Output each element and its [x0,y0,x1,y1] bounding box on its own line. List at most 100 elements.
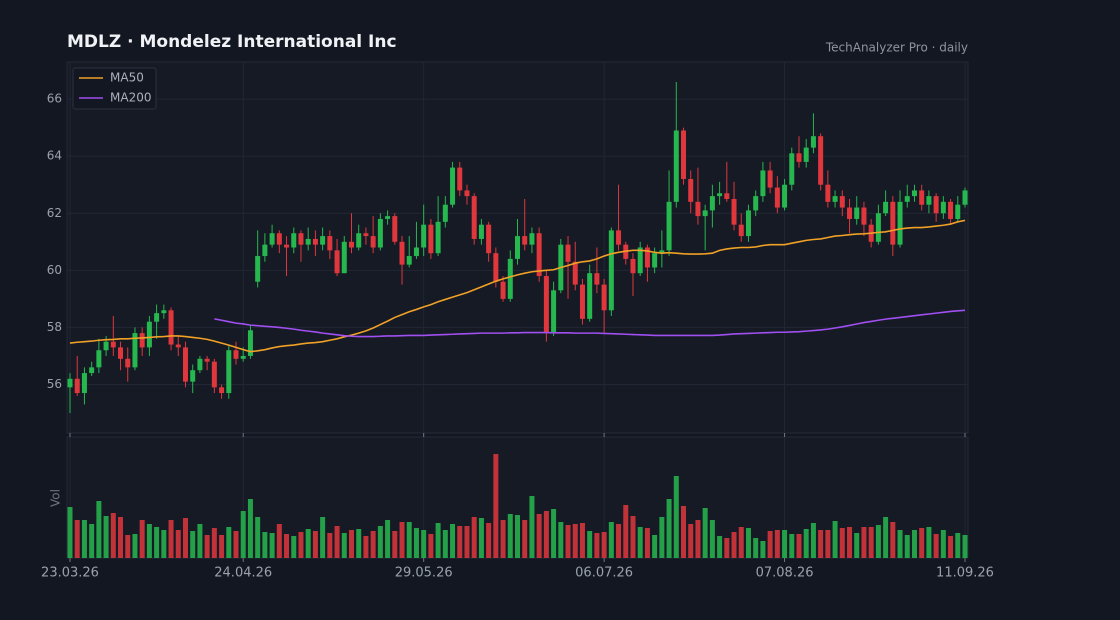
volume-bar [348,530,354,558]
volume-bar [327,533,333,558]
candle-body [717,193,723,197]
volume-bar [587,531,593,558]
candle-body [637,247,643,274]
volume-bar [450,524,456,558]
candle-body [132,333,138,368]
candle-body [399,241,405,265]
candle-body [81,373,87,394]
candle-body [262,244,268,257]
volume-bar [760,541,766,558]
candle-body [644,247,650,268]
legend-label: MA200 [110,91,151,105]
candle-body [832,196,838,202]
candle-body [709,196,715,211]
candle-body [392,216,398,242]
volume-bar [298,532,304,558]
volume-bar [118,517,124,558]
volume-bar [255,517,261,558]
volume-bar [854,533,860,558]
candle-body [810,136,816,148]
candle-body [110,341,116,348]
volume-bar [868,527,874,558]
candle-body [847,207,853,219]
volume-bar [435,523,441,558]
candle-body [608,230,614,311]
volume-bar [652,535,658,558]
candle-body [385,216,391,219]
volume-bar [247,499,253,558]
volume-bar [890,522,896,558]
candle-body [146,321,152,348]
candle-body [926,196,932,205]
volume-bar [471,517,477,558]
candle-body [457,167,463,191]
volume-axis-label: Vol [49,489,63,507]
candle-body [363,233,369,237]
y-tick-label: 66 [47,92,62,106]
volume-bar [753,538,759,558]
volume-bar [182,518,188,558]
volume-bar [442,530,448,558]
candle-body [731,198,737,225]
candle-body [435,221,441,254]
volume-bar [709,520,715,558]
volume-bar [579,523,585,558]
volume-bar [543,511,549,558]
volume-bar [861,527,867,558]
candle-body [673,130,679,202]
candle-body [940,201,946,214]
volume-bar [276,524,282,558]
candle-body [247,330,253,356]
volume-bar [565,525,571,558]
candle-body [897,201,903,245]
volume-bar [875,525,881,558]
volume-bar [688,524,694,558]
volume-bar [312,531,318,558]
volume-bar [731,532,737,558]
candle-body [875,213,881,242]
candle-body [348,241,354,248]
candle-body [565,244,571,262]
volume-bar [457,526,463,558]
candle-body [406,256,412,265]
volume-bar [89,524,95,558]
candle-body [803,147,809,162]
y-tick-label: 56 [47,377,62,391]
volume-bar [428,534,434,558]
volume-bar [832,521,838,558]
volume-bar [551,509,557,558]
volume-bar [774,530,780,558]
candle-body [255,256,261,282]
volume-bars [67,454,968,558]
candle-body [587,273,593,319]
volume-bar [132,534,138,558]
volume-bar [825,530,831,558]
candle-body [818,136,824,185]
volume-bar [305,529,311,558]
candle-body [312,238,318,245]
volume-bar [738,527,744,558]
legend: MA50 MA200 [72,67,157,110]
candle-body [334,250,340,274]
volume-bar [190,531,196,558]
candle-body [226,350,232,394]
candle-body [789,153,795,185]
volume-bar [197,524,203,558]
volume-bar [601,532,607,558]
candle-body [298,233,304,245]
candle-body [478,224,484,239]
candle-body [839,196,845,208]
candle-body [861,207,867,225]
volume-bar [724,538,730,558]
candle-body [883,201,889,214]
candle-body [428,224,434,254]
volume-bar [154,527,160,558]
volume-bar [392,531,398,558]
volume-bar [940,530,946,558]
volume-bar [478,518,484,558]
candle-body [948,201,954,219]
volume-bar [839,528,845,558]
candle-body [753,196,759,211]
volume-bar [911,530,917,558]
